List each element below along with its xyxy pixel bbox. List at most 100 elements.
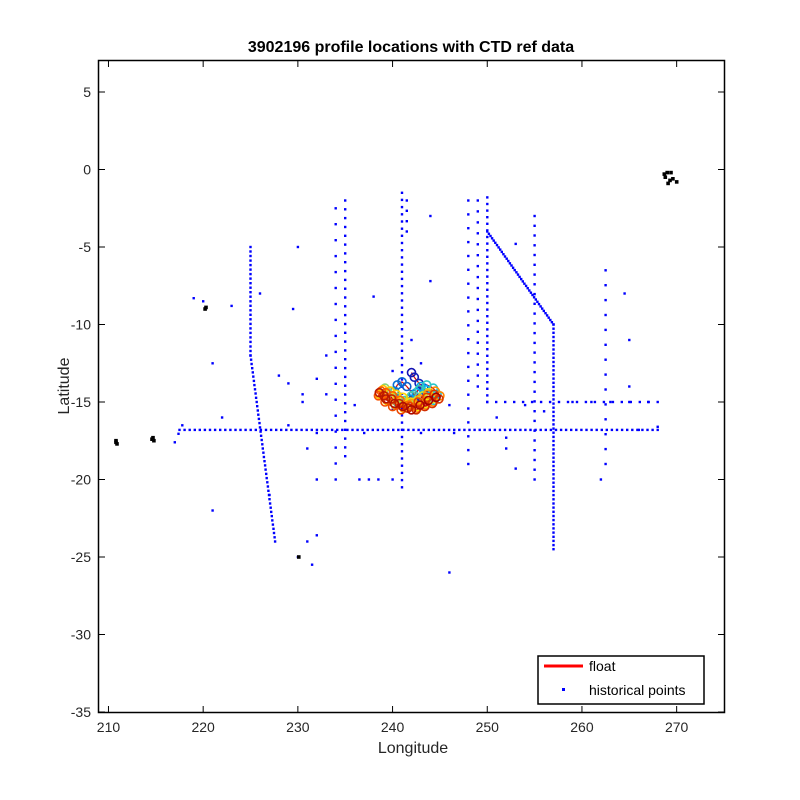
historical-point xyxy=(541,307,544,310)
historical-point xyxy=(258,421,261,425)
historical-point xyxy=(552,477,555,480)
historical-point xyxy=(400,349,404,352)
historical-point xyxy=(476,341,479,344)
historical-point xyxy=(315,428,319,432)
historical-point xyxy=(249,313,252,316)
historical-point xyxy=(533,419,536,423)
historical-point xyxy=(552,531,555,534)
historical-point xyxy=(315,478,318,481)
historical-point xyxy=(542,309,545,313)
historical-point xyxy=(268,498,271,501)
historical-point xyxy=(552,535,555,538)
historical-point xyxy=(533,263,536,266)
historical-point xyxy=(249,282,252,285)
historical-point xyxy=(305,428,308,432)
historical-point xyxy=(344,278,347,282)
legend-label-historical: historical points xyxy=(589,682,686,698)
historical-point xyxy=(344,375,347,379)
historical-point xyxy=(181,424,184,427)
historical-point xyxy=(258,292,262,295)
historical-point xyxy=(638,400,641,404)
historical-point xyxy=(270,510,273,514)
historical-point xyxy=(280,428,283,432)
historical-point xyxy=(629,400,632,404)
historical-point xyxy=(500,250,503,254)
historical-point xyxy=(400,213,404,216)
historical-point xyxy=(268,502,272,505)
historical-point xyxy=(400,378,404,381)
historical-point xyxy=(486,230,489,233)
historical-point xyxy=(533,380,536,384)
historical-point xyxy=(400,478,404,482)
historical-point xyxy=(400,414,404,417)
historical-point xyxy=(467,310,470,313)
historical-point xyxy=(631,428,634,432)
historical-point xyxy=(615,428,619,432)
historical-point xyxy=(301,400,304,404)
historical-point xyxy=(467,213,470,216)
historical-point xyxy=(476,385,479,388)
historical-point xyxy=(552,352,555,355)
historical-point xyxy=(486,361,489,364)
historical-point xyxy=(533,224,536,227)
historical-point xyxy=(604,269,607,272)
historical-point xyxy=(610,428,614,432)
historical-point xyxy=(547,316,550,319)
historical-point xyxy=(533,312,536,315)
historical-point xyxy=(549,318,552,322)
historical-point xyxy=(486,255,489,258)
historical-point xyxy=(249,349,252,353)
historical-point xyxy=(533,390,536,393)
historical-point xyxy=(533,331,536,335)
historical-point xyxy=(264,428,268,432)
historical-point xyxy=(405,199,408,202)
historical-point xyxy=(641,428,644,432)
historical-point xyxy=(476,254,479,257)
historical-point xyxy=(257,417,261,421)
historical-point xyxy=(400,292,404,295)
historical-point xyxy=(552,481,555,484)
historical-point xyxy=(249,300,252,303)
historical-point xyxy=(254,428,257,432)
historical-point xyxy=(580,428,583,432)
historical-point xyxy=(593,400,597,404)
historical-point xyxy=(400,313,404,317)
coastline-point xyxy=(666,181,670,186)
historical-point xyxy=(533,214,536,218)
historical-point xyxy=(486,288,489,291)
historical-point xyxy=(533,351,536,354)
historical-point xyxy=(272,527,275,530)
historical-point xyxy=(377,478,380,481)
historical-point xyxy=(422,428,425,432)
historical-point xyxy=(552,369,555,372)
historical-point xyxy=(552,406,555,409)
historical-point xyxy=(295,428,298,432)
historical-point xyxy=(628,338,631,342)
historical-point xyxy=(476,319,479,323)
historical-point xyxy=(400,277,404,281)
historical-point xyxy=(476,232,479,235)
historical-point xyxy=(476,199,479,202)
historical-point xyxy=(269,506,272,509)
historical-point xyxy=(552,523,555,526)
historical-point xyxy=(486,202,489,206)
historical-point xyxy=(529,291,533,294)
historical-point xyxy=(620,428,624,432)
historical-point xyxy=(400,284,404,288)
historical-point xyxy=(419,362,423,365)
historical-point xyxy=(489,234,492,238)
historical-point xyxy=(486,341,489,344)
float-profile-point xyxy=(376,386,387,396)
historical-point xyxy=(548,400,552,404)
historical-point xyxy=(234,428,237,432)
historical-point xyxy=(533,439,536,442)
historical-point xyxy=(351,428,354,432)
historical-point xyxy=(552,548,555,551)
historical-point xyxy=(468,428,471,432)
historical-point xyxy=(376,428,380,432)
historical-point xyxy=(334,223,337,226)
historical-point xyxy=(249,304,252,307)
historical-point xyxy=(552,469,555,472)
historical-point xyxy=(193,428,196,432)
historical-point xyxy=(552,377,555,380)
